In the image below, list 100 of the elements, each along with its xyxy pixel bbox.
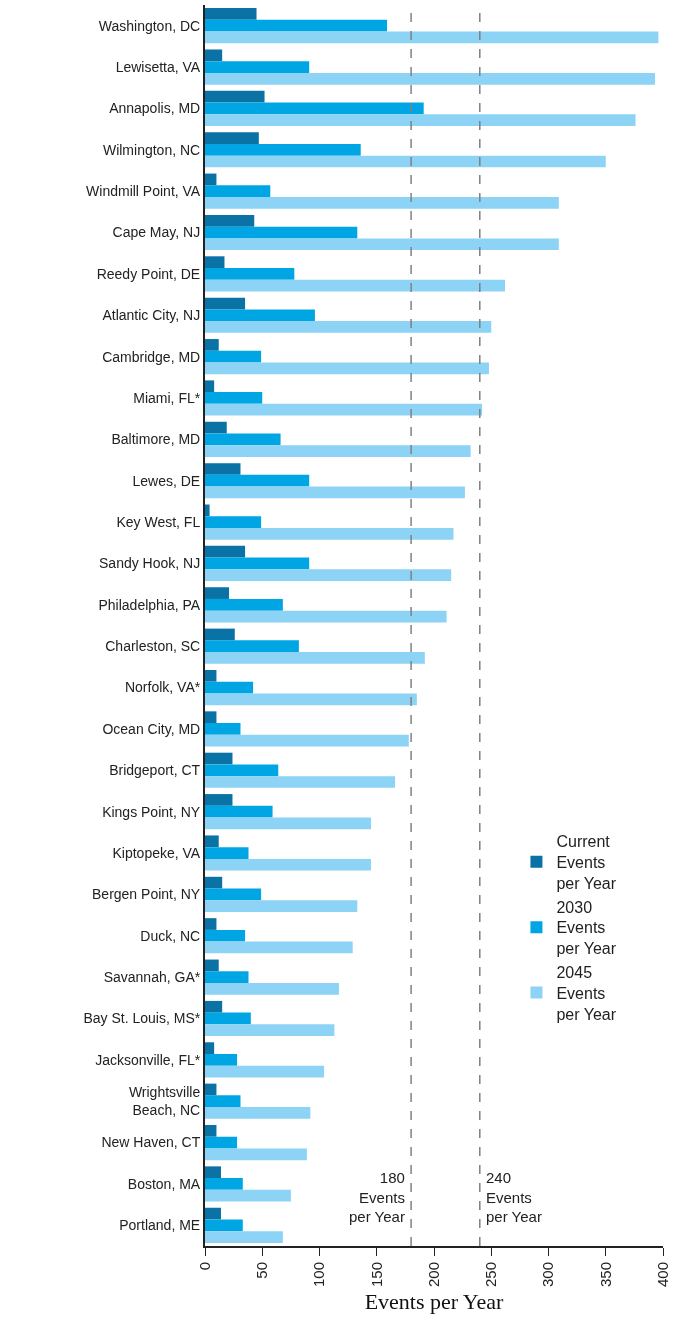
x-tick-label: 150 <box>367 1262 385 1288</box>
bar <box>205 114 636 126</box>
ref-line-label: 240 Events per Year <box>486 1169 542 1225</box>
bar <box>205 474 310 487</box>
bar <box>205 463 241 475</box>
bar <box>205 711 217 724</box>
legend-label: 2045 Events per Year <box>556 964 617 1023</box>
bar <box>205 776 396 788</box>
y-tick-label: Savannah, GA* <box>103 969 201 986</box>
y-tick-label: Bay St. Louis, MS* <box>83 1010 201 1027</box>
bar <box>205 226 358 239</box>
bar <box>205 764 279 777</box>
bar <box>205 1053 238 1066</box>
bar <box>205 350 262 363</box>
bar <box>205 392 263 404</box>
bar <box>205 256 225 269</box>
bar <box>205 1000 223 1013</box>
bar <box>205 8 257 20</box>
y-tick-label: Jacksonville, FL* <box>95 1051 201 1068</box>
bar <box>205 61 310 73</box>
bar <box>205 794 233 806</box>
bar <box>205 1136 238 1149</box>
bar <box>205 941 353 954</box>
bar <box>205 752 233 765</box>
bar <box>205 569 452 582</box>
x-tick-label: 0 <box>195 1262 213 1271</box>
bar <box>205 155 606 168</box>
bar <box>205 652 425 664</box>
y-tick-label: Kiptopeke, VA <box>112 844 201 861</box>
bar <box>205 805 273 818</box>
bar <box>205 1095 241 1108</box>
bar <box>205 693 417 706</box>
x-tick-label: 250 <box>482 1262 500 1288</box>
y-tick-label: Annapolis, MD <box>109 100 201 117</box>
bar <box>205 876 223 889</box>
bar <box>205 1107 311 1119</box>
bar <box>205 1189 291 1202</box>
bar <box>205 557 310 570</box>
bar <box>205 1178 243 1190</box>
y-tick-label: Baltimore, MD <box>111 431 201 448</box>
y-tick-label: Bergen Point, NY <box>92 886 201 903</box>
bar <box>205 734 409 747</box>
y-tick-label: Cambridge, MD <box>102 348 201 365</box>
y-tick-label: Sandy Hook, NJ <box>99 555 201 572</box>
y-tick-label: Portland, ME <box>119 1217 201 1234</box>
legend-label: Current Events per Year <box>556 833 617 892</box>
bar <box>205 309 315 322</box>
bar <box>205 1065 325 1078</box>
bar <box>205 669 217 682</box>
y-tick-label: Philadelphia, PA <box>98 596 201 613</box>
bar <box>205 545 246 558</box>
bar <box>205 433 281 446</box>
bar <box>205 1083 217 1096</box>
legend-label: 2030 Events per Year <box>556 898 617 958</box>
bar <box>205 835 219 848</box>
y-tick-label: Boston, MA <box>127 1175 201 1192</box>
x-tick-label: 350 <box>596 1262 614 1288</box>
bar <box>205 339 219 351</box>
bar <box>205 888 262 901</box>
bar <box>205 628 235 641</box>
bar <box>205 297 246 310</box>
x-tick-label: 300 <box>539 1262 557 1288</box>
bar <box>205 279 505 292</box>
y-tick-label: Ocean City, MD <box>102 720 201 737</box>
bar <box>205 929 246 942</box>
bar <box>205 143 361 156</box>
bar <box>205 1024 335 1037</box>
y-tick-label: New Haven, CT <box>101 1134 201 1151</box>
y-tick-label: Wilmington, NC <box>102 141 201 158</box>
bar <box>205 1012 251 1025</box>
bar <box>205 1207 222 1220</box>
bar <box>205 268 295 280</box>
bar <box>205 847 249 859</box>
y-tick-label: Duck, NC <box>140 927 201 944</box>
bar <box>205 49 223 62</box>
bar <box>205 185 271 198</box>
bar <box>205 858 372 871</box>
bar <box>205 1148 307 1161</box>
bar <box>205 817 372 830</box>
bar <box>205 1125 217 1137</box>
bar <box>205 197 559 209</box>
bar <box>205 918 217 930</box>
bar <box>205 380 215 393</box>
bar <box>205 214 255 227</box>
bar <box>205 723 241 735</box>
bar <box>205 238 559 251</box>
x-axis-title: Events per Year <box>364 1289 505 1315</box>
bar <box>205 587 230 599</box>
bar <box>205 982 339 995</box>
bar <box>205 445 471 457</box>
y-tick-label: Kings Point, NY <box>102 803 201 820</box>
bar <box>205 132 259 144</box>
bar <box>205 1219 243 1232</box>
y-tick-label: Washington, DC <box>98 17 201 34</box>
x-tick-label: 200 <box>424 1262 442 1288</box>
y-tick-label: Cape May, NJ <box>112 224 201 241</box>
bar <box>205 681 254 694</box>
y-tick-label: Miami, FL* <box>133 389 201 406</box>
bar <box>205 1166 222 1179</box>
ref-line-label: 180 Events per Year <box>349 1169 405 1225</box>
